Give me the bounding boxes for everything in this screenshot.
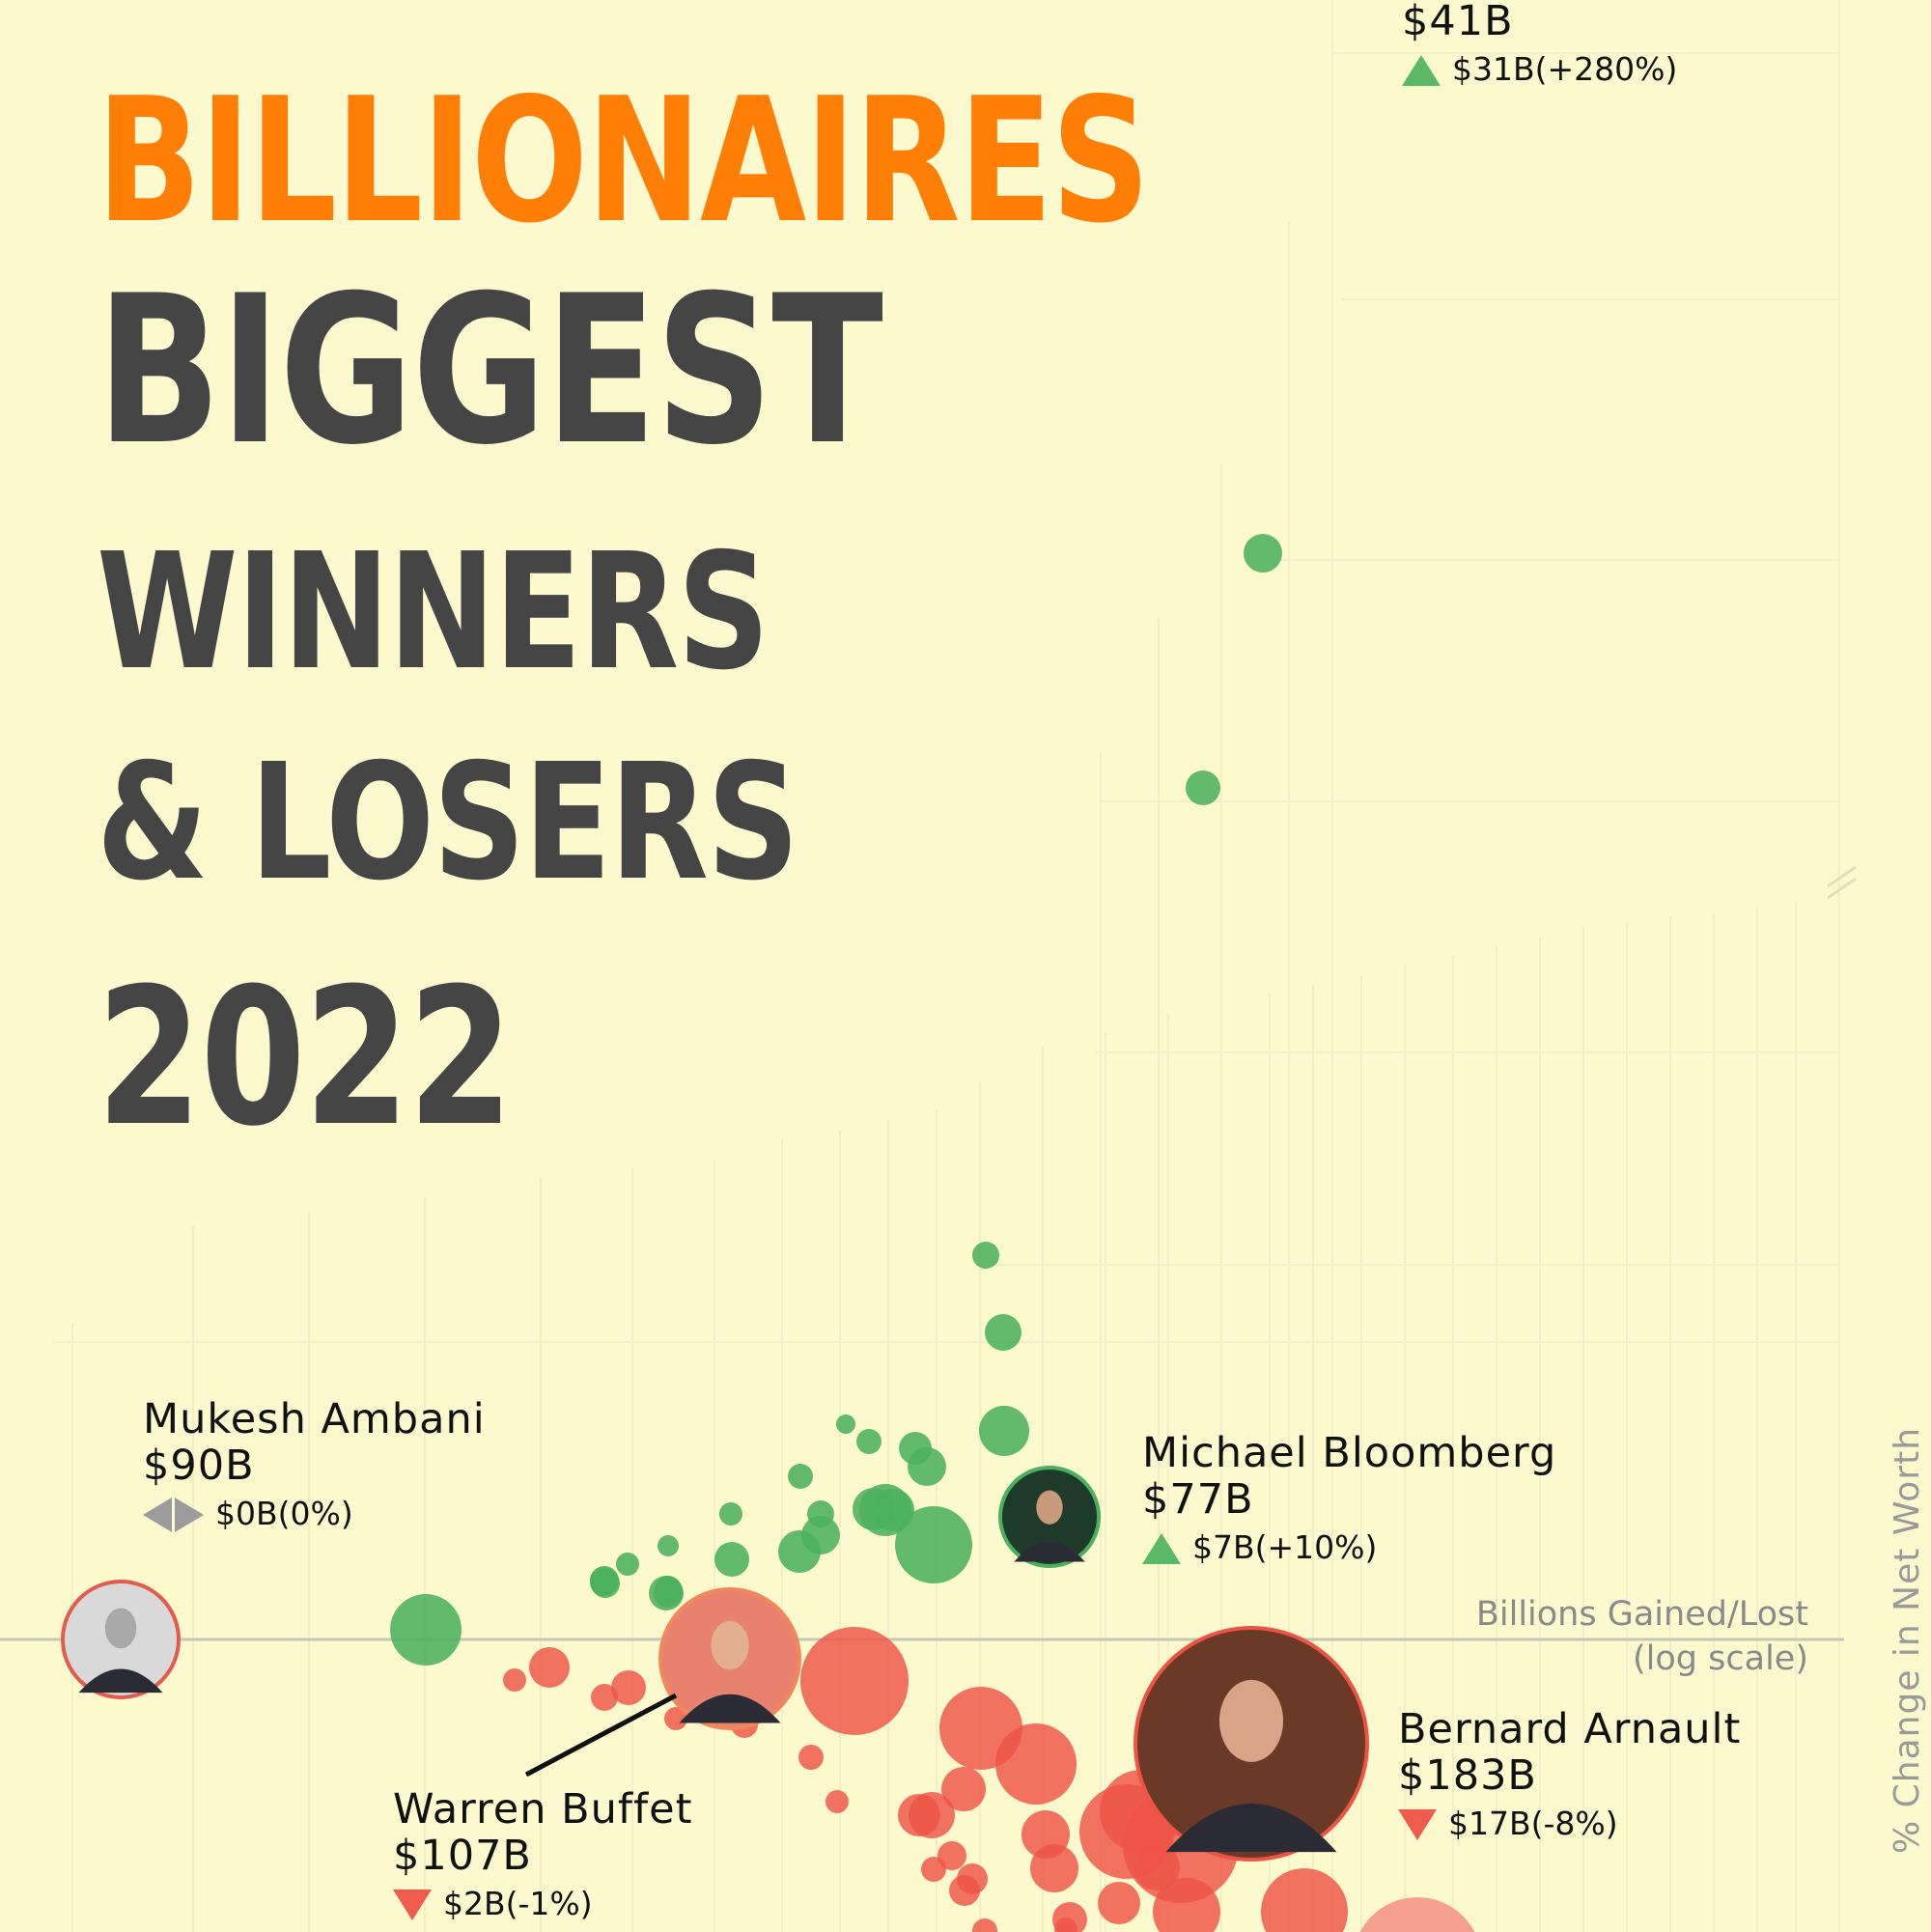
avatar-body-icon: [1014, 1541, 1085, 1562]
loss-point: [1054, 1918, 1077, 1932]
avatar-face-icon: [104, 1608, 137, 1649]
loss-point: [941, 1767, 986, 1811]
x-axis-label: Billions Gained/Lost (log scale): [1475, 1595, 1808, 1678]
change-text: $17B(-8%): [1448, 1805, 1618, 1843]
loss-point: [1261, 1868, 1348, 1932]
down-triangle-icon: [1398, 1808, 1437, 1840]
change-text: $7B(+10%): [1192, 1528, 1378, 1567]
label-bernard-arnault: Bernard Arnault $183B $17B(-8%): [1398, 1706, 1741, 1842]
title-losers: & LOSERS: [97, 730, 799, 916]
gain-point: [1186, 770, 1220, 805]
label-michael-bloomberg: Michael Bloomberg $77B $7B(+10%): [1142, 1430, 1556, 1566]
title-year: 2022: [97, 948, 514, 1168]
change-row: $17B(-8%): [1398, 1806, 1741, 1842]
label-mukesh-ambani: Mukesh Ambani $90B $0B(0%): [143, 1396, 486, 1532]
gain-point: [972, 1242, 999, 1269]
net-worth-text: $107B: [393, 1832, 532, 1881]
gain-point: [979, 1406, 1029, 1456]
avatar-body-icon: [1165, 1803, 1337, 1853]
title-billionaires: BILLIONAIRES: [97, 61, 1150, 261]
ambani-avatar: [61, 1580, 181, 1699]
loss-point: [611, 1670, 646, 1705]
label-warren-buffet: Warren Buffet $107B $2B(-1%): [393, 1786, 693, 1922]
gain-point: [1244, 534, 1282, 573]
change-row: $7B(+10%): [1142, 1528, 1556, 1567]
buffet-avatar: [658, 1587, 801, 1730]
loss-point: [921, 1857, 946, 1882]
loss-point: [995, 1723, 1077, 1805]
leader-line: [524, 1693, 678, 1778]
change-row: $31B(+280%): [1402, 50, 1678, 89]
axis-break-mark: [1827, 877, 1857, 900]
gain-point: [719, 1502, 742, 1526]
gain-point: [895, 1506, 972, 1583]
avatar-body-icon: [78, 1668, 163, 1694]
gain-point: [836, 1414, 855, 1434]
gain-point: [908, 1447, 946, 1486]
loss-point: [1133, 1844, 1180, 1890]
avatar-face-icon: [1036, 1490, 1063, 1525]
person-name: Mukesh Ambani: [143, 1395, 486, 1443]
change-row: $0B(0%): [143, 1495, 486, 1533]
net-worth-text: $90B: [143, 1442, 255, 1491]
gain-point: [856, 1429, 882, 1454]
loss-point: [826, 1790, 849, 1813]
loss-point: [800, 1627, 909, 1735]
loss-point: [503, 1668, 526, 1692]
gain-point: [985, 1314, 1021, 1351]
loss-point: [1153, 1878, 1220, 1932]
gain-point: [714, 1542, 749, 1577]
gain-point: [594, 1570, 617, 1593]
title-biggest: BIGGEST: [97, 251, 883, 490]
title-winners: WINNERS: [97, 519, 770, 706]
avatar-body-icon: [679, 1694, 781, 1723]
loss-point: [591, 1684, 618, 1711]
change-text: $0B(0%): [215, 1495, 353, 1533]
loss-point: [898, 1794, 940, 1836]
loss-point: [1098, 1882, 1140, 1924]
gain-point: [654, 1579, 683, 1608]
gain-point: [788, 1464, 813, 1489]
avatar-face-icon: [711, 1620, 749, 1670]
net-worth-text: $41B: [1402, 0, 1514, 45]
gain-point: [658, 1535, 679, 1556]
label-top-billionaire: $41B $31B(+280%): [1402, 0, 1677, 88]
up-triangle-icon: [1142, 1532, 1181, 1564]
partial-avatar: [1359, 1897, 1475, 1932]
arnault-avatar: [1133, 1626, 1369, 1862]
loss-point: [664, 1707, 687, 1730]
axis-break-mark: [1827, 865, 1857, 888]
change-text: $2B(-1%): [443, 1885, 593, 1923]
loss-point: [949, 1875, 980, 1906]
neutral-arrows-icon: [143, 1497, 204, 1532]
gain-point: [778, 1530, 821, 1573]
person-name: Bernard Arnault: [1398, 1705, 1742, 1753]
loss-point: [798, 1745, 824, 1770]
y-axis-label: % Change in Net Worth: [1888, 1426, 1927, 1854]
avatar-face-icon: [1218, 1679, 1284, 1762]
up-triangle-icon: [1402, 54, 1441, 86]
loss-point: [938, 1841, 966, 1870]
net-worth-text: $183B: [1398, 1751, 1537, 1801]
net-worth-text: $77B: [1142, 1475, 1254, 1525]
gain-point: [859, 1484, 911, 1536]
loss-point: [529, 1647, 570, 1688]
down-triangle-icon: [393, 1889, 432, 1920]
person-name: Warren Buffet: [393, 1785, 693, 1834]
bloomberg-avatar: [998, 1466, 1101, 1568]
gain-point: [390, 1594, 462, 1666]
person-name: Michael Bloomberg: [1142, 1429, 1557, 1477]
loss-point: [972, 1918, 997, 1932]
change-row: $2B(-1%): [393, 1885, 693, 1923]
change-text: $31B(+280%): [1452, 50, 1678, 89]
loss-point: [1030, 1844, 1078, 1892]
gain-point: [616, 1553, 639, 1576]
